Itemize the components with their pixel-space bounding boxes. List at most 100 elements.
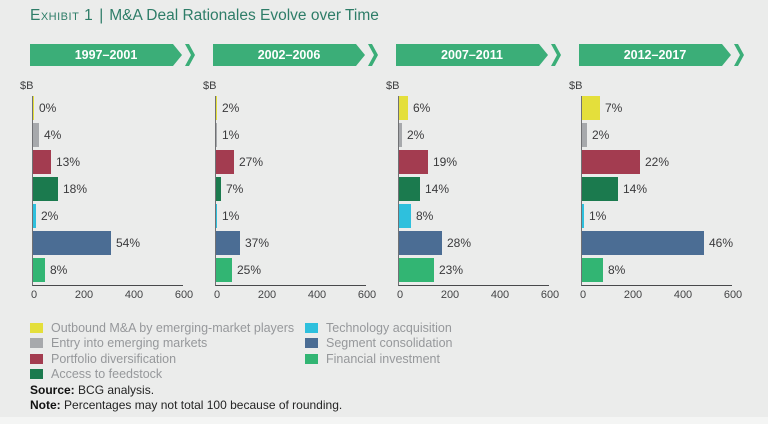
- bar-row-technology-acquisition: 2%: [33, 204, 183, 228]
- bar-access-to-feedstock: [216, 177, 221, 201]
- period-label: 2002–2006: [257, 48, 321, 62]
- bar-row-financial-investment: 8%: [582, 258, 732, 282]
- bar-row-access-to-feedstock: 7%: [216, 177, 366, 201]
- period-column-1: 1997–2001 $B 0% 4% 13% 18% 2% 54% 8% 0 200 400 60…: [20, 44, 213, 303]
- bar-row-financial-investment: 8%: [33, 258, 183, 282]
- period-header-4: 2012–2017: [579, 44, 762, 66]
- bar-percent-label: 18%: [63, 182, 88, 196]
- legend-swatch-icon: [305, 338, 318, 349]
- bar-financial-investment: [33, 258, 45, 282]
- bar-technology-acquisition: [216, 204, 217, 228]
- legend-item-technology-acquisition: Technology acquisition: [305, 320, 452, 336]
- bar-chart-2012-2017: $B 7% 2% 22% 14% 1% 46% 8% 0 200 400 600: [569, 80, 762, 303]
- bar-row-outbound-m-a-by-emerging-market-players: 2%: [216, 96, 366, 120]
- period-label: 2012–2017: [623, 48, 687, 62]
- bar-segment-consolidation: [582, 231, 704, 255]
- bar-percent-label: 4%: [44, 128, 62, 142]
- note-line: Note: Percentages may not total 100 beca…: [30, 398, 342, 413]
- bar-segment-consolidation: [399, 231, 442, 255]
- legend-item-access-to-feedstock: Access to feedstock: [30, 367, 305, 383]
- bar-percent-label: 2%: [41, 209, 59, 223]
- legend-label: Entry into emerging markets: [51, 336, 208, 351]
- legend-item-portfolio-diversification: Portfolio diversification: [30, 351, 305, 367]
- bar-portfolio-diversification: [33, 150, 51, 174]
- charts-row: 1997–2001 $B 0% 4% 13% 18% 2% 54% 8% 0 200 400 60…: [20, 44, 762, 303]
- bar-percent-label: 19%: [433, 155, 458, 169]
- legend-label: Portfolio diversification: [51, 351, 177, 366]
- bar-outbound-m-a-by-emerging-market-players: [582, 96, 600, 120]
- x-tick-label: 200: [440, 289, 460, 301]
- x-tick-label: 0: [30, 289, 38, 301]
- axis-unit-label: $B: [386, 80, 400, 92]
- bar-percent-label: 46%: [709, 236, 734, 250]
- plot-area: 7% 2% 22% 14% 1% 46% 8%: [581, 96, 734, 286]
- bar-chart-2002-2006: $B 2% 1% 27% 7% 1% 37% 25% 0 200 400 600: [203, 80, 396, 303]
- bar-row-entry-into-emerging-markets: 1%: [216, 123, 366, 147]
- x-tick-label: 400: [124, 289, 144, 301]
- bar-portfolio-diversification: [216, 150, 234, 174]
- bar-percent-label: 27%: [239, 155, 264, 169]
- bar-financial-investment: [216, 258, 232, 282]
- bar-percent-label: 2%: [222, 101, 240, 115]
- bar-percent-label: 54%: [116, 236, 141, 250]
- bar-row-technology-acquisition: 1%: [582, 204, 732, 228]
- x-tick-label: 400: [307, 289, 327, 301]
- x-tick-label: 400: [673, 289, 693, 301]
- legend-item-financial-investment: Financial investment: [305, 351, 452, 367]
- bar-segment-consolidation: [33, 231, 111, 255]
- bar-row-technology-acquisition: 8%: [399, 204, 549, 228]
- bar-percent-label: 8%: [416, 209, 434, 223]
- bar-entry-into-emerging-markets: [216, 123, 217, 147]
- bar-percent-label: 7%: [605, 101, 623, 115]
- bar-row-outbound-m-a-by-emerging-market-players: 0%: [33, 96, 183, 120]
- bar-row-access-to-feedstock: 18%: [33, 177, 183, 201]
- chevron-right-icon: [551, 44, 561, 66]
- period-banner-2: 2002–2006: [213, 44, 365, 66]
- period-column-4: 2012–2017 $B 7% 2% 22% 14% 1% 46% 8% 0 200 400 60…: [569, 44, 762, 303]
- legend-label: Financial investment: [326, 351, 440, 366]
- bar-percent-label: 8%: [608, 263, 626, 277]
- bar-percent-label: 1%: [222, 128, 240, 142]
- bottom-strip: [0, 417, 768, 424]
- bar-percent-label: 14%: [623, 182, 648, 196]
- bar-technology-acquisition: [33, 204, 36, 228]
- period-label: 2007–2011: [441, 48, 503, 62]
- x-tick-label: 600: [174, 289, 194, 301]
- bar-percent-label: 37%: [245, 236, 270, 250]
- period-label: 1997–2001: [74, 48, 138, 62]
- legend-label: Technology acquisition: [326, 320, 452, 335]
- bar-row-portfolio-diversification: 13%: [33, 150, 183, 174]
- source-label: Source:: [30, 383, 75, 397]
- x-axis-ticks: 0 200 400 600: [397, 287, 559, 303]
- x-tick-label: 600: [540, 289, 560, 301]
- axis-unit-label: $B: [203, 80, 217, 92]
- legend-swatch-icon: [30, 322, 43, 333]
- legend: Outbound M&A by emerging-market players E…: [30, 320, 452, 382]
- bar-row-entry-into-emerging-markets: 4%: [33, 123, 183, 147]
- legend-swatch-icon: [305, 322, 318, 333]
- note-text: Percentages may not total 100 because of…: [64, 398, 343, 412]
- bar-row-outbound-m-a-by-emerging-market-players: 6%: [399, 96, 549, 120]
- bar-row-segment-consolidation: 46%: [582, 231, 734, 255]
- chevron-right-icon: [368, 44, 378, 66]
- bar-chart-2007-2011: $B 6% 2% 19% 14% 8% 28% 23% 0 200 400 600: [386, 80, 579, 303]
- bar-row-entry-into-emerging-markets: 2%: [582, 123, 732, 147]
- legend-swatch-icon: [30, 338, 43, 349]
- legend-item-entry-into-emerging-markets: Entry into emerging markets: [30, 336, 305, 352]
- bar-row-segment-consolidation: 54%: [33, 231, 183, 255]
- bar-row-outbound-m-a-by-emerging-market-players: 7%: [582, 96, 732, 120]
- bar-row-portfolio-diversification: 27%: [216, 150, 366, 174]
- legend-item-segment-consolidation: Segment consolidation: [305, 336, 452, 352]
- footer: Source: BCG analysis. Note: Percentages …: [30, 383, 342, 413]
- bar-entry-into-emerging-markets: [33, 123, 39, 147]
- bar-percent-label: 2%: [592, 128, 610, 142]
- x-tick-label: 200: [623, 289, 643, 301]
- legend-column-1: Outbound M&A by emerging-market players E…: [30, 320, 305, 382]
- legend-item-outbound-m-a-by-emerging-market-players: Outbound M&A by emerging-market players: [30, 320, 305, 336]
- exhibit-title: Exhibit 1 | M&A Deal Rationales Evolve ove…: [30, 7, 379, 25]
- bar-technology-acquisition: [399, 204, 411, 228]
- plot-area: 0% 4% 13% 18% 2% 54% 8%: [32, 96, 183, 286]
- legend-label: Access to feedstock: [51, 367, 163, 382]
- bar-portfolio-diversification: [582, 150, 640, 174]
- bar-financial-investment: [399, 258, 434, 282]
